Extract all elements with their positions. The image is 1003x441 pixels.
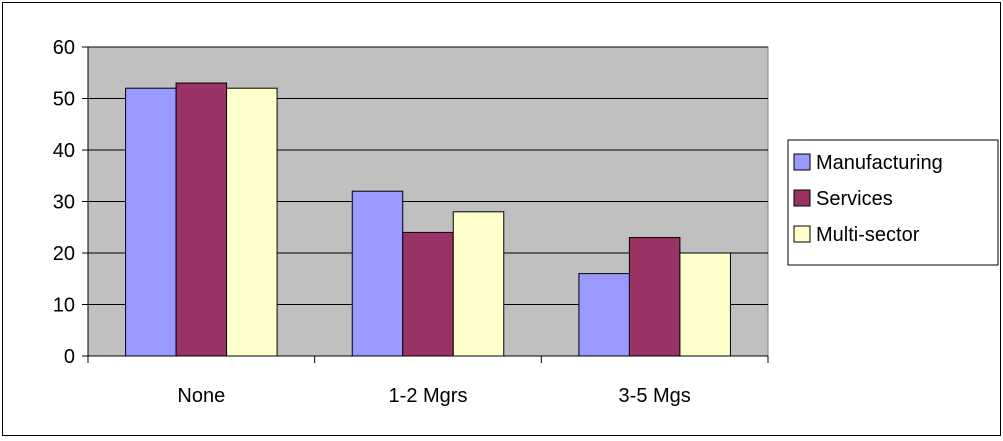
y-tick-label: 50 — [53, 89, 75, 111]
bar-services-1 — [402, 231, 454, 357]
y-tick-label: 0 — [64, 346, 75, 368]
legend-swatch — [793, 153, 811, 171]
bars — [125, 82, 731, 357]
bar-services-2 — [628, 237, 681, 357]
x-axis-tick-labels: None 1-2 Mgrs 3-5 Mgs — [177, 385, 690, 407]
bar-manufacturing-1 — [351, 190, 404, 357]
x-tick-label: 3-5 Mgs — [619, 385, 691, 407]
y-tick-label: 30 — [53, 192, 75, 214]
legend-swatch — [793, 225, 811, 243]
legend-items: Manufacturing Services Multi-sector — [793, 152, 943, 246]
bar-manufacturing-0 — [125, 87, 177, 357]
legend-label: Multi-sector — [816, 224, 920, 246]
legend-label: Services — [816, 188, 893, 210]
bar-multi-sector-2 — [679, 252, 731, 357]
y-tick-label: 60 — [53, 37, 75, 59]
legend-box — [787, 139, 999, 266]
x-tick-label: None — [177, 385, 225, 407]
bar-services-0 — [175, 82, 228, 357]
y-tick-label: 10 — [53, 295, 75, 317]
y-tick-label: 20 — [53, 243, 75, 265]
bar-multi-sector-0 — [226, 87, 278, 357]
legend: Manufacturing Services Multi-sector — [787, 139, 999, 266]
y-tick-label: 40 — [53, 140, 75, 162]
bar-multi-sector-1 — [452, 211, 505, 357]
y-axis-tick-labels: 0 10 20 30 40 50 60 — [53, 37, 75, 368]
legend-swatch — [793, 189, 811, 207]
axes — [82, 46, 769, 363]
bar-manufacturing-2 — [578, 273, 630, 357]
legend-label: Manufacturing — [816, 152, 943, 174]
x-tick-label: 1-2 Mgrs — [389, 385, 468, 407]
